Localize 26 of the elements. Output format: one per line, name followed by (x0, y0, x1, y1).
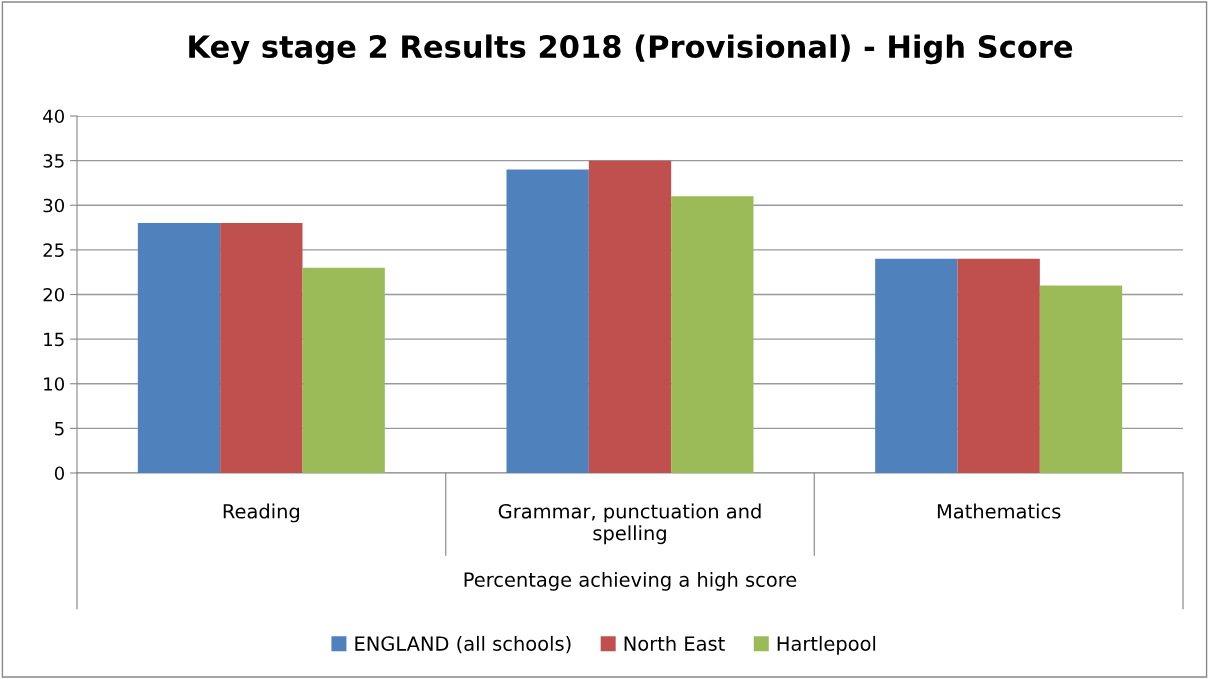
y-tick-label: 30 (43, 198, 64, 213)
chart-title: Key stage 2 Results 2018 (Provisional) - High Score (189, 34, 1073, 65)
legend-label: Hartlepool (777, 635, 876, 655)
x-tick-label: Mathematics (937, 503, 1061, 519)
y-tick-label: 35 (43, 154, 64, 168)
x-tick-label: Grammar, punctuation and spelling (498, 503, 761, 545)
bar (1039, 285, 1123, 473)
bar (957, 258, 1040, 473)
bar (671, 196, 754, 473)
bar (875, 258, 958, 473)
y-tick-label: 20 (43, 287, 64, 302)
x-tick-label: Reading (223, 503, 300, 523)
y-tick-label: 5 (55, 422, 64, 436)
y-tick-label: 15 (44, 332, 64, 347)
bar (588, 160, 672, 473)
legend-label: North East (624, 635, 725, 651)
legend-label: ENGLAND (all schools) (355, 635, 571, 654)
bar (137, 223, 221, 473)
x-axis-title: Percentage achieving a high score (464, 571, 797, 591)
y-tick-label: 25 (43, 243, 64, 257)
y-tick-label: 40 (43, 109, 64, 124)
bar (506, 169, 589, 473)
bar (302, 267, 385, 473)
y-tick-label: 0 (54, 466, 64, 481)
bar (220, 223, 303, 473)
y-tick-label: 10 (44, 377, 64, 391)
